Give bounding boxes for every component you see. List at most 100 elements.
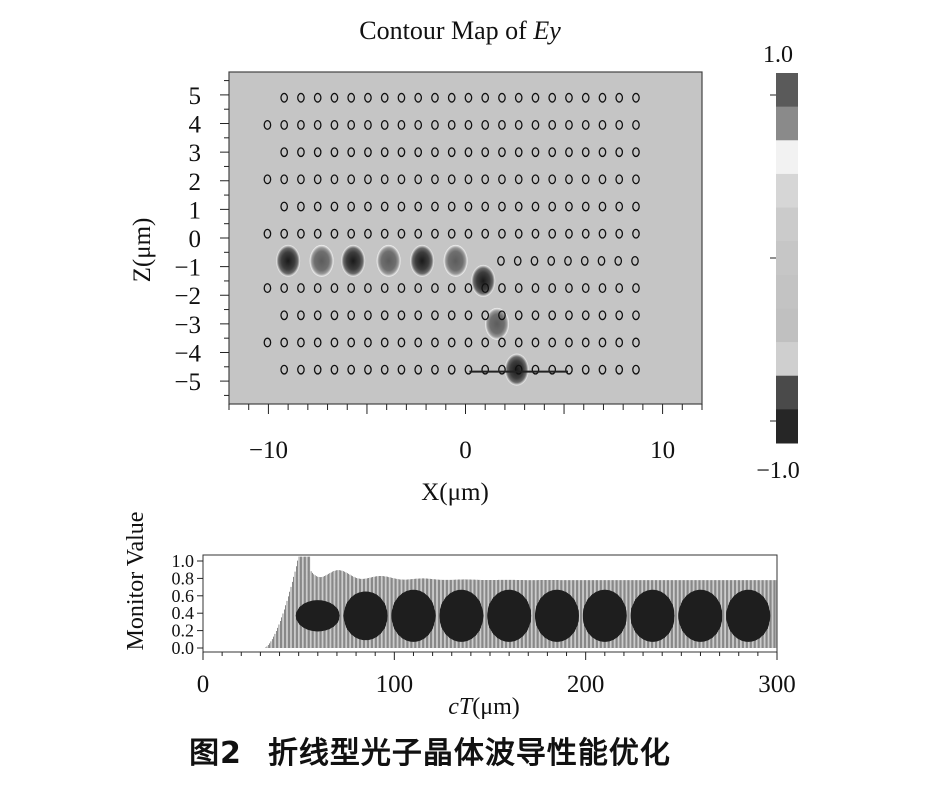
- lattice-rod: [431, 337, 439, 348]
- lattice-rod: [447, 337, 456, 348]
- lattice-rod: [464, 364, 473, 375]
- colorbar-level: [776, 342, 798, 377]
- lattice-rod: [364, 364, 372, 375]
- lattice-rod: [347, 119, 356, 130]
- lattice-rod: [565, 310, 573, 321]
- lattice-rod: [397, 201, 406, 212]
- contour-ytick-label: −1: [174, 255, 201, 282]
- monitor-ytick-label: 1.0: [172, 551, 195, 571]
- lattice-rod: [447, 147, 456, 158]
- lattice-rod: [280, 201, 289, 212]
- lattice-rod: [548, 337, 557, 348]
- lattice-rod: [447, 310, 456, 321]
- lattice-rod: [564, 255, 572, 266]
- lattice-rod: [414, 228, 423, 239]
- lattice-rod: [397, 283, 406, 294]
- lattice-rod: [414, 310, 423, 321]
- lattice-rod: [380, 174, 389, 185]
- lattice-rod: [397, 228, 406, 239]
- lattice-rod: [498, 310, 506, 321]
- lattice-rod: [380, 337, 389, 348]
- lattice-rod: [498, 119, 506, 130]
- lattice-rod: [514, 283, 523, 294]
- monitor-ylabel: Monitor Value: [123, 512, 149, 651]
- lattice-rod: [297, 228, 305, 239]
- lattice-rod: [481, 201, 490, 212]
- lattice-rod: [330, 228, 339, 239]
- lattice-rod: [514, 147, 523, 158]
- lattice-rod: [313, 119, 322, 130]
- lattice-rod: [531, 119, 540, 130]
- monitor-beat: [487, 589, 532, 642]
- colorbar-level: [776, 409, 798, 444]
- field-spot: [309, 244, 334, 277]
- lattice-rod: [464, 119, 473, 130]
- lattice-rod: [347, 92, 356, 103]
- lattice-rod: [364, 283, 372, 294]
- lattice-rod: [263, 174, 272, 185]
- lattice-rod: [464, 201, 473, 212]
- field-spot-layer: [276, 244, 529, 386]
- lattice-rod: [548, 174, 557, 185]
- colorbar-level: [776, 173, 798, 209]
- lattice-rod: [481, 228, 490, 239]
- lattice-rod: [598, 228, 607, 239]
- lattice-rod: [263, 228, 272, 239]
- lattice-rod: [548, 119, 557, 130]
- lattice-rod: [347, 364, 356, 375]
- lattice-rod: [614, 255, 623, 266]
- lattice-rod: [598, 119, 607, 130]
- lattice-rod: [514, 174, 523, 185]
- lattice-rod: [632, 147, 640, 158]
- lattice-rod: [481, 92, 490, 103]
- lattice-rod: [598, 364, 607, 375]
- lattice-rod: [380, 364, 389, 375]
- lattice-rod: [397, 92, 406, 103]
- lattice-rod: [330, 92, 339, 103]
- lattice-rod: [464, 147, 473, 158]
- colorbar: [770, 73, 798, 444]
- lattice-rod: [464, 310, 473, 321]
- lattice-rod: [514, 92, 523, 103]
- lattice-rod: [581, 228, 590, 239]
- lattice-rod: [547, 255, 556, 266]
- colorbar-level: [776, 73, 798, 108]
- colorbar-level: [776, 308, 798, 343]
- colorbar-level: [776, 207, 798, 242]
- contour-map-title: Contour Map of Ey: [300, 16, 620, 46]
- lattice-rod: [565, 228, 573, 239]
- lattice-rod: [498, 147, 506, 158]
- monitor-ytick-label: 0.8: [172, 568, 195, 588]
- lattice-rod: [297, 364, 305, 375]
- lattice-rod: [431, 147, 439, 158]
- contour-title-variable: Ey: [533, 16, 561, 45]
- lattice-rod: [313, 337, 322, 348]
- lattice-rod: [464, 174, 473, 185]
- monitor-xlabel-variable: T: [459, 694, 474, 720]
- lattice-rod: [530, 255, 539, 266]
- colorbar-level: [776, 140, 798, 175]
- lattice-rod: [598, 92, 607, 103]
- lattice-rod: [531, 92, 540, 103]
- lattice-rod: [531, 147, 540, 158]
- lattice-rod: [380, 228, 389, 239]
- lattice-rod: [414, 283, 423, 294]
- lattice-rod: [632, 92, 640, 103]
- lattice-rod: [297, 92, 305, 103]
- lattice-rod: [580, 255, 589, 266]
- field-spot: [341, 244, 366, 277]
- lattice-rod: [632, 337, 640, 348]
- colorbar-max-label: 1.0: [763, 42, 793, 68]
- lattice-rod: [464, 283, 473, 294]
- contour-ytick-label: −2: [174, 283, 201, 310]
- lattice-rod: [431, 310, 439, 321]
- monitor-xlabel-unit: (μm): [472, 694, 520, 720]
- lattice-rod: [615, 92, 624, 103]
- lattice-rod: [581, 364, 590, 375]
- lattice-rod: [615, 364, 624, 375]
- lattice-rod: [632, 310, 640, 321]
- lattice-rod: [548, 92, 557, 103]
- lattice-rod: [330, 283, 339, 294]
- lattice-rod: [380, 92, 389, 103]
